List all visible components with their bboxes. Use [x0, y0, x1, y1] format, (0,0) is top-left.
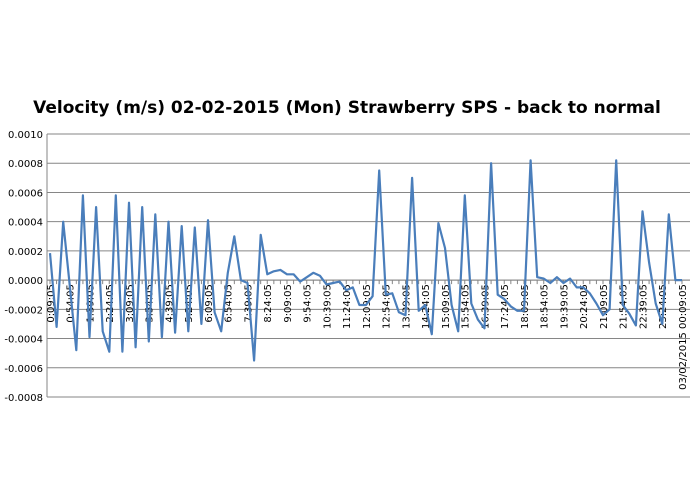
x-tick-label: 15:09:05: [441, 284, 452, 329]
y-tick-label: 0.0004: [8, 218, 43, 229]
y-tick-label: 0.0006: [8, 188, 43, 199]
chart-title: Velocity (m/s) 02-02-2015 (Mon) Strawber…: [33, 98, 661, 118]
x-tick-label: 03/02/2015 00:09:05: [678, 284, 689, 390]
x-tick-label: 0:09:05: [46, 284, 57, 323]
y-tick-label: -0.0006: [4, 364, 43, 375]
y-tick-label: -0.0002: [4, 305, 43, 316]
series-velocity: [48, 159, 683, 362]
x-tick-label: 3:09:05: [125, 284, 136, 323]
x-tick-label: 18:09:05: [520, 284, 531, 329]
x-tick-label: 11:24:05: [342, 284, 353, 329]
y-tick-label: -0.0008: [4, 393, 43, 404]
y-tick-label: 0.0000: [8, 276, 43, 287]
x-tick-label: 19:39:05: [560, 284, 571, 329]
y-tick-label: -0.0004: [4, 335, 43, 346]
x-tick-label: 8:24:05: [263, 284, 274, 323]
x-tick-label: 18:54:05: [540, 284, 551, 329]
x-tick-label: 9:54:05: [303, 284, 314, 323]
x-tick-label: 6:54:05: [224, 284, 235, 323]
gridlines: [47, 133, 690, 398]
y-tick-label: 0.0002: [8, 247, 43, 258]
x-tick-label: 6:09:05: [204, 284, 215, 323]
y-tick-label: 0.0008: [8, 159, 43, 170]
x-tick-label: 21:09:05: [599, 284, 610, 329]
x-tick-label: 15:54:05: [461, 284, 472, 329]
y-axis: 0.0010 0.0008 0.0006 0.0004 0.0002 0.0000 -0.0…: [4, 130, 48, 404]
y-tick-label: 0.0010: [8, 130, 43, 141]
x-tick-label: 12:54:05: [382, 284, 393, 329]
x-tick-label: 10:39:05: [323, 284, 334, 329]
x-tick-label: 22:39:05: [639, 284, 650, 329]
x-axis: 0:09:05 0:54:05 1:39:05 2:24:05 3:09:05 3:54:…: [46, 279, 690, 390]
x-tick-label: 9:09:05: [283, 284, 294, 323]
x-tick-label: 20:24:05: [579, 284, 590, 329]
velocity-line: [48, 159, 682, 362]
x-tick-label: 4:39:05: [165, 284, 176, 323]
x-tick-label: 17:24:05: [500, 284, 511, 329]
x-tick-label: 12:09:05: [362, 284, 373, 329]
